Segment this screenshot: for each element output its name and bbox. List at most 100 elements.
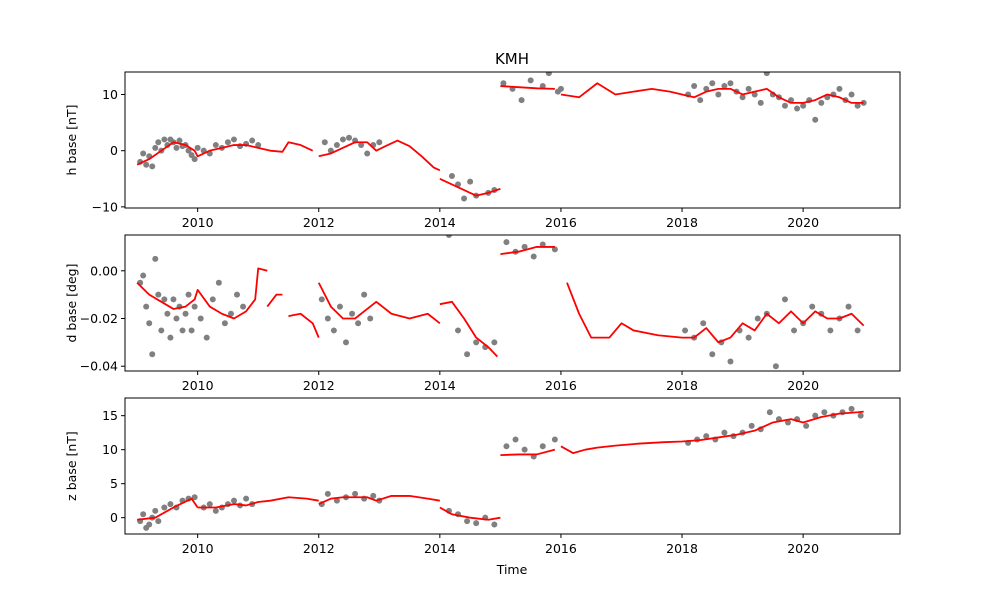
z-y-tick-label: 5 [110,476,118,491]
h-data-point [448,172,455,179]
z-data-point [748,422,755,429]
h-data-point [721,83,728,90]
d-data-point [173,315,180,322]
d-data-point [324,315,331,322]
h-data-point [237,143,244,150]
z-data-point [503,443,510,450]
d-data-point [221,320,228,327]
h-y-tick-label: 10 [102,87,118,102]
d-data-point [809,303,816,310]
d-data-point [152,255,159,262]
d-data-point [367,315,374,322]
h-data-point [140,150,147,157]
d-y-tick-label: −0.02 [80,311,118,326]
d-data-point [445,235,452,238]
z-y-axis-label: z base [nT] [64,431,79,501]
h-axes-frame [124,71,901,209]
h-y-tick-label: 0 [110,143,118,158]
h-data-point [143,161,150,168]
d-y-tick-label: −0.04 [80,359,118,374]
h-data-point [149,163,156,170]
d-x-tick-label: 2014 [424,378,456,393]
z-data-point [333,497,340,504]
z-data-point [167,501,174,508]
h-data-point [155,139,162,146]
h-data-point [191,156,198,163]
d-data-point [179,327,186,334]
d-data-point [161,296,168,303]
h-data-point [333,142,340,149]
z-data-point [230,497,237,504]
h-data-point [212,142,219,149]
h-x-tick-label: 2012 [303,215,335,230]
h-data-point [703,85,710,92]
d-y-axis-label: d base [deg] [64,264,79,343]
z-fit-line [318,495,440,505]
d-data-point [209,296,216,303]
z-data-point [146,521,153,528]
z-y-tick-label: 0 [110,510,118,525]
h-data-point [800,102,807,109]
d-data-point [330,327,337,334]
h-data-point [527,77,534,84]
h-fit-line [560,82,864,104]
h-data-point [364,150,371,157]
d-data-point [521,243,528,250]
d-data-point [215,279,222,286]
d-x-tick-label: 2010 [182,378,214,393]
d-data-point [355,320,362,327]
z-data-point [370,492,377,499]
d-fit-line [566,282,865,344]
z-data-point [140,511,147,518]
d-x-tick-label: 2016 [545,378,577,393]
d-data-point [349,310,356,317]
z-data-point [539,443,546,450]
z-fit-line [137,497,199,521]
h-data-point [176,137,183,144]
d-data-point [140,272,147,279]
d-fit-line [500,246,555,255]
d-data-point [191,303,198,310]
h-data-point [836,85,843,92]
h-data-point [518,97,525,104]
h-data-point [709,80,716,87]
z-fit-line [500,448,556,457]
h-data-point [339,136,346,143]
d-data-point [854,327,861,334]
d-data-point [745,334,752,341]
z-x-tick-label: 2016 [545,541,577,556]
x-axis-label: Time [496,562,528,577]
d-data-point [491,339,498,346]
d-data-point [530,253,537,260]
h-fit-line [439,177,501,197]
z-data-point [512,436,519,443]
h-fit-line [500,85,555,90]
h-x-tick-label: 2016 [545,215,577,230]
h-data-point [255,142,262,149]
d-data-point [727,358,734,365]
d-data-point [473,339,480,346]
h-x-tick-label: 2010 [182,215,214,230]
d-data-point [845,303,852,310]
d-data-point [772,363,779,370]
h-data-point [812,116,819,123]
z-data-point [721,429,728,436]
chart-title: KMH [495,50,529,68]
d-data-point [700,320,707,327]
d-data-point [182,310,189,317]
z-fit-line [439,506,501,521]
d-fit-line [266,293,283,308]
z-data-point [206,501,213,508]
d-data-point [343,339,349,346]
h-x-tick-label: 2020 [787,215,819,230]
h-data-point [757,99,764,106]
d-data-point [164,310,171,317]
d-data-point [197,315,204,322]
d-axes-frame [124,234,901,372]
h-data-point [224,139,231,146]
d-data-point [361,291,368,298]
d-data-point [682,327,689,334]
h-data-point [794,105,801,112]
h-fit-line [318,139,441,172]
